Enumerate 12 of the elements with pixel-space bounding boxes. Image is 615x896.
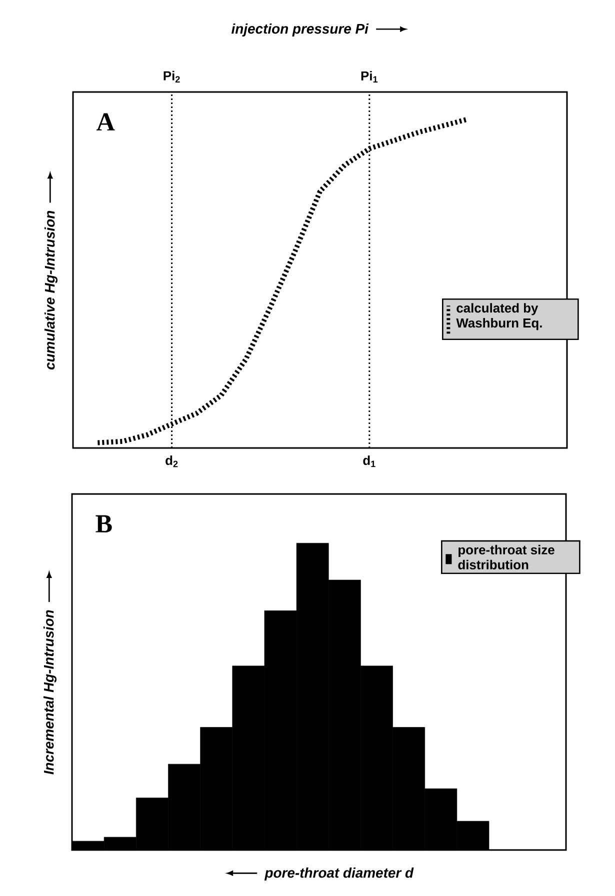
y-axis-title: cumulative Hg-Intrusion <box>44 210 58 370</box>
text: B <box>96 515 112 532</box>
x-tick-label: d$_{1}$ <box>363 456 376 468</box>
y-axis-title: Incremental Hg-Intrusion <box>43 610 56 774</box>
x2-axis-title: injection pressure Pi <box>232 23 369 36</box>
x-axis-title: pore-throat diameter d <box>264 868 414 881</box>
ref-line-label: Pi$_{2}$ <box>164 70 180 82</box>
ref-line-label: Pi$_{1}$ <box>361 70 378 82</box>
x-tick-label: d$_{2}$ <box>166 456 178 468</box>
legend-label: calculated by Washburn Eq. <box>456 303 542 330</box>
annotation: A <box>96 113 115 130</box>
legend-label: pore-throat size distribution <box>458 544 554 570</box>
